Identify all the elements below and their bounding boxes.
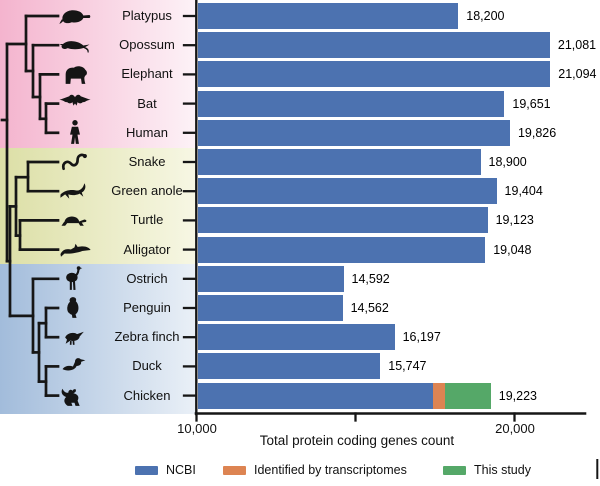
bar-human xyxy=(197,119,510,146)
green-anole-icon xyxy=(58,178,92,205)
zebra-finch-icon xyxy=(58,324,92,351)
value-label-alligator: 19,048 xyxy=(493,242,532,257)
legend-item-ncbi: NCBI xyxy=(135,463,196,477)
bar-segment-ncbi xyxy=(197,353,381,380)
legend-swatch-icon xyxy=(223,465,246,475)
bar-segment-ncbi xyxy=(197,32,550,59)
elephant-icon xyxy=(58,61,92,88)
species-label-opossum: Opossum xyxy=(119,37,175,53)
turtle-icon xyxy=(58,207,92,234)
species-label-bat: Bat xyxy=(137,95,157,111)
alligator-icon xyxy=(58,236,92,263)
species-label-snake: Snake xyxy=(128,154,166,169)
bar-turtle xyxy=(197,207,488,234)
bar-segment-identified-by-transcriptomes xyxy=(433,382,446,409)
value-label-penguin: 14,562 xyxy=(350,301,389,315)
species-label-duck: Duck xyxy=(132,358,162,374)
ostrich-icon xyxy=(58,265,92,292)
species-label-penguin: Penguin xyxy=(123,300,171,315)
value-label-bat: 19,651 xyxy=(512,96,551,111)
species-label-chicken: Chicken xyxy=(123,387,171,403)
value-label-ostrich: 14,592 xyxy=(351,271,390,286)
bar-segment-ncbi xyxy=(197,61,551,88)
species-label-zebra-finch: Zebra finch xyxy=(114,329,180,345)
reptile-group-background xyxy=(0,148,196,264)
bar-penguin xyxy=(197,295,343,321)
legend-item-identified-by-transcriptomes: Identified by transcriptomes xyxy=(223,463,407,477)
bar-ostrich xyxy=(197,265,344,292)
chicken-icon xyxy=(58,382,92,409)
bar-alligator xyxy=(197,236,486,263)
bar-segment-ncbi xyxy=(197,119,510,146)
value-label-chicken: 19,223 xyxy=(498,388,538,403)
bar-segment-ncbi xyxy=(197,236,486,263)
species-label-platypus: Platypus xyxy=(122,8,172,23)
bar-platypus xyxy=(197,3,459,29)
legend-item-this-study: This study xyxy=(443,463,531,477)
legend-label: Identified by transcriptomes xyxy=(254,463,407,477)
bar-snake xyxy=(197,149,481,175)
value-label-green-anole: 19,404 xyxy=(504,184,543,199)
bar-segment-ncbi xyxy=(197,207,488,234)
value-label-duck: 15,747 xyxy=(388,359,427,374)
value-label-elephant: 21,094 xyxy=(558,67,597,82)
bar-bat xyxy=(197,90,505,117)
legend-swatch-icon xyxy=(443,465,466,475)
opossum-icon xyxy=(58,32,92,59)
species-label-turtle: Turtle xyxy=(130,212,164,228)
bar-green-anole xyxy=(197,178,497,205)
value-label-opossum: 21,081 xyxy=(557,38,597,53)
species-label-ostrich: Ostrich xyxy=(126,270,168,286)
bar-segment-ncbi xyxy=(197,3,459,29)
species-label-human: Human xyxy=(126,124,168,140)
species-label-elephant: Elephant xyxy=(121,66,173,82)
bar-segment-ncbi xyxy=(197,149,481,175)
duck-icon xyxy=(58,353,92,380)
bar-segment-ncbi xyxy=(197,90,505,117)
legend-swatch-icon xyxy=(135,465,158,475)
bar-zebra-finch xyxy=(197,324,395,351)
bar-segment-this-study xyxy=(445,382,491,409)
bar-segment-ncbi xyxy=(197,324,395,351)
platypus-icon xyxy=(58,3,92,30)
bar-chicken xyxy=(197,382,491,409)
value-label-platypus: 18,200 xyxy=(466,9,505,23)
legend-label: NCBI xyxy=(166,463,196,477)
value-label-snake: 18,900 xyxy=(488,155,527,169)
bar-elephant xyxy=(197,61,551,88)
x-tick-label-10000: 10,000 xyxy=(177,421,217,436)
x-axis-title: Total protein coding genes count xyxy=(259,433,455,448)
species-label-green-anole: Green anole xyxy=(111,183,183,199)
human-icon xyxy=(58,119,92,146)
value-label-zebra-finch: 16,197 xyxy=(402,330,441,345)
penguin-icon xyxy=(58,295,92,322)
value-label-turtle: 19,123 xyxy=(495,213,534,228)
bar-segment-ncbi xyxy=(197,382,434,409)
x-tick-label-20000: 20,000 xyxy=(495,421,535,436)
bar-segment-ncbi xyxy=(197,178,497,205)
species-label-alligator: Alligator xyxy=(123,241,171,257)
value-label-human: 19,826 xyxy=(517,125,557,140)
bar-segment-ncbi xyxy=(197,265,344,292)
bar-duck xyxy=(197,353,381,380)
bar-segment-ncbi xyxy=(197,295,343,321)
bar-opossum xyxy=(197,32,550,59)
legend-label: This study xyxy=(474,463,531,477)
bat-icon xyxy=(58,90,92,117)
snake-icon xyxy=(58,149,92,176)
